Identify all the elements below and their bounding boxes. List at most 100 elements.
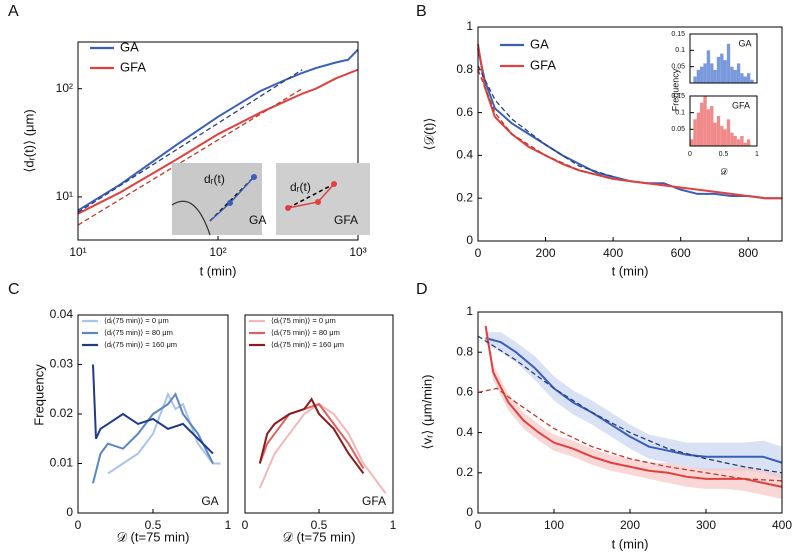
x-tick-label: 1 [225,518,232,532]
x-tick-label: 0 [242,518,249,532]
plot-frame [689,33,758,84]
fit-line [477,335,783,474]
legend-label: ⟨dᵣ(75 min)⟩ = 80 μm [271,328,340,337]
histogram-bar [706,50,711,83]
plot-frame [477,311,783,514]
histogram-bar [703,63,707,83]
series-line [77,48,359,212]
histogram-bar [746,139,751,146]
fit-line [77,88,303,226]
histogram-bar [726,119,731,146]
plots: 10¹ 10² 10³ 10¹ 10² GA GFA 0 200 400 600 800 0 0.2 0.4… [50,19,793,532]
x-tick-label: 0 [475,246,482,260]
series-line [477,48,782,200]
histogram-bar [720,126,724,146]
plot-frame [477,26,783,242]
legend-label: ⟨dᵣ(75 min)⟩ = 160 μm [104,340,177,349]
panel-label: B [416,3,427,20]
y-axis-label: ⟨𝒟(t)⟩ [421,118,436,151]
track-dot [331,181,337,187]
legend-label: GFA [120,59,146,74]
series-line [258,402,387,494]
histogram-bar [733,69,737,83]
y-tick-label: 0.6 [456,385,473,399]
histogram-bar [736,139,741,146]
histogram-bar [743,142,747,146]
x-axis-label: 𝒟 (t=75 min) [283,529,356,544]
series-line [258,402,365,469]
fit-line [477,387,783,482]
x-tick-label: 300 [696,518,716,532]
histogram-bar [740,136,744,146]
histogram-bar [690,139,694,146]
legend-label: ⟨dᵣ(75 min)⟩ = 0 μm [104,316,169,325]
inset-label: GA [738,38,751,48]
histogram-bar [736,63,741,83]
histogram-bar [713,69,717,83]
histogram-bar [720,53,724,83]
x-tick-label: 200 [536,246,556,260]
histogram-bar [706,109,711,146]
y-tick-label: 0 [466,505,473,519]
series-line [484,325,783,488]
legend-label: ⟨dᵣ(75 min)⟩ = 160 μm [271,340,344,349]
histogram-bar [696,112,701,146]
y-tick-label: 0.05 [671,64,685,71]
series-line [485,337,783,464]
cell-edge [171,200,211,236]
histogram-bar [723,60,727,83]
plot-frame [77,41,359,241]
histogram-bar [693,76,697,83]
series-line [107,391,221,475]
y-tick-label: 0.02 [50,406,74,420]
y-tick-label: 0.15 [671,31,685,38]
series-line [77,68,359,215]
series-line [92,364,214,455]
y-tick-label: 10² [56,81,73,95]
x-axis-label: t (min) [612,263,649,278]
histogram-bar [713,122,717,146]
y-tick-label: 0.8 [456,62,473,76]
legend-label: ⟨dᵣ(75 min)⟩ = 80 μm [104,328,173,337]
cell-image [172,163,262,235]
y-tick-label: 0.4 [456,425,473,439]
annotation: dᵣ(t) [204,172,225,186]
track-dot [285,205,291,211]
histogram-bar [700,66,704,83]
histogram-bar [743,76,747,83]
histogram-bar [723,129,727,146]
inset-y-label: Frequency [670,68,680,111]
x-tick-label: 0 [75,518,82,532]
histogram-bar [750,79,754,83]
histogram-bar [703,96,707,146]
panel-tag: GA [201,494,218,508]
x-tick-label: 0.5 [719,151,729,158]
y-tick-label: 0.01 [50,456,74,470]
x-tick-label: 800 [738,246,758,260]
fit-line [77,69,303,213]
y-tick-label: 0 [466,233,473,247]
histogram-bar [730,66,734,83]
fit-line [477,65,614,178]
confidence-band [485,332,782,479]
x-tick-label: 10¹ [69,245,86,259]
histogram-bar [726,43,731,83]
confidence-band [485,320,782,499]
panel-tag: GFA [362,494,386,508]
legend-label: GA [120,39,139,54]
legend-label: ⟨dᵣ(75 min)⟩ = 0 μm [271,316,336,325]
x-axis-label: 𝒟 (t=75 min) [117,529,190,544]
x-axis-label: t (min) [200,263,237,278]
x-tick-label: 1 [755,151,759,158]
histogram-bar [710,106,714,146]
y-tick-label: 1 [466,304,473,318]
histogram-bar [696,69,701,83]
legend-label: GA [530,36,549,51]
annotation: dᵣ(t) [290,180,311,194]
inset-label: GFA [732,100,750,110]
y-tick-label: 0.1 [675,110,685,117]
histogram-bar [710,63,714,83]
series-line [258,397,365,474]
inset-x-label: 𝒟 [720,166,728,176]
legend-label: GFA [530,57,556,72]
